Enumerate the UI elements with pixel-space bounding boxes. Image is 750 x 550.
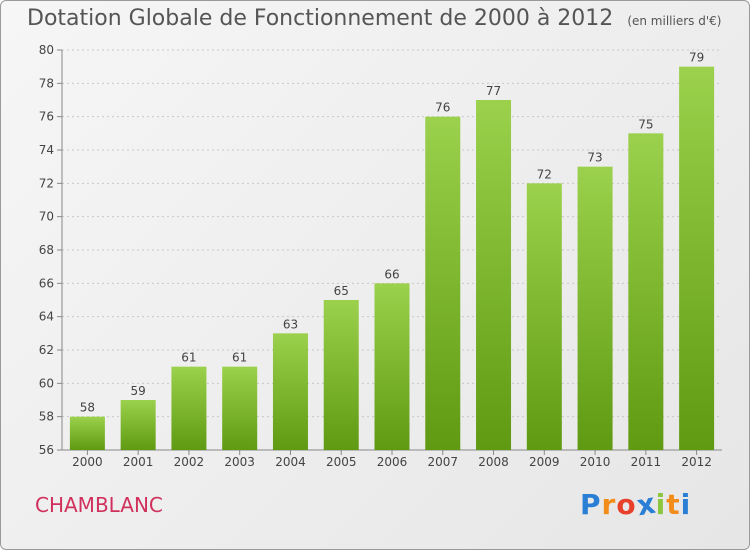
y-tick-label: 68 <box>39 243 54 257</box>
y-tick-label: 62 <box>39 343 54 357</box>
x-tick-label-2002: 2002 <box>174 455 205 469</box>
bar-2011 <box>628 133 664 451</box>
bar-2009 <box>526 183 562 451</box>
bar-2012 <box>679 66 715 451</box>
bar-2007 <box>425 116 461 451</box>
commune-name: CHAMBLANC <box>35 493 163 517</box>
chart-title: Dotation Globale de Fonctionnement de 20… <box>27 6 721 31</box>
axes: 56 58 60 62 64 66 68 70 72 74 76 78 80 2000 2001 2002 20… <box>39 43 722 469</box>
chart-subtitle: (en milliers d'€) <box>627 14 722 28</box>
value-label-2002: 61 <box>181 351 196 365</box>
y-tick-label: 78 <box>39 76 54 90</box>
logo-letter: t <box>666 488 681 521</box>
logo-letter: i <box>655 488 667 521</box>
x-tick-label-2005: 2005 <box>326 455 357 469</box>
proxiti-logo: Proxiti <box>580 487 692 523</box>
bar-2005 <box>323 300 359 450</box>
value-label-2003: 61 <box>232 351 247 365</box>
x-tick-label-2004: 2004 <box>275 455 306 469</box>
value-label-2000: 58 <box>80 401 95 415</box>
x-tick-label-2000: 2000 <box>72 455 103 469</box>
y-tick-label: 58 <box>39 410 54 424</box>
x-tick-label-2008: 2008 <box>478 455 509 469</box>
logo-letter: P <box>580 488 602 521</box>
y-tick-label: 64 <box>39 310 54 324</box>
logo-letter: r <box>601 488 617 521</box>
x-tick-label-2010: 2010 <box>580 455 611 469</box>
value-label-2005: 65 <box>334 284 349 298</box>
logo-letter: i <box>680 488 692 521</box>
x-tick-label-2006: 2006 <box>377 455 408 469</box>
value-label-2011: 75 <box>638 117 653 131</box>
bar-2000 <box>69 416 105 450</box>
y-tick-label: 72 <box>39 176 54 190</box>
value-label-2008: 77 <box>486 84 501 98</box>
y-tick-label: 74 <box>39 143 54 157</box>
bar-2002 <box>171 366 207 450</box>
y-tick-label: 80 <box>39 43 54 57</box>
y-tick-label: 76 <box>39 110 54 124</box>
logo-letter: o <box>616 488 637 521</box>
x-tick-label-2012: 2012 <box>681 455 712 469</box>
bar-2003 <box>222 366 258 450</box>
bar-2010 <box>577 166 613 450</box>
bars: 58 59 61 61 63 65 66 76 77 72 73 75 79 <box>69 51 715 451</box>
bar-2008 <box>476 100 512 450</box>
x-tick-label-2009: 2009 <box>529 455 560 469</box>
value-label-2006: 66 <box>384 267 399 281</box>
x-tick-label-2003: 2003 <box>224 455 255 469</box>
x-tick-label-2007: 2007 <box>427 455 458 469</box>
value-label-2007: 76 <box>435 101 450 115</box>
x-tick-label-2011: 2011 <box>631 455 662 469</box>
value-label-2012: 79 <box>689 51 704 65</box>
chart-title-text: Dotation Globale de Fonctionnement de 20… <box>27 6 614 31</box>
bar-2004 <box>272 333 308 450</box>
y-tick-label: 56 <box>39 443 54 457</box>
value-label-2004: 63 <box>283 317 298 331</box>
value-label-2001: 59 <box>131 384 146 398</box>
value-label-2009: 72 <box>537 167 552 181</box>
y-tick-label: 66 <box>39 276 54 290</box>
value-label-2010: 73 <box>587 151 602 165</box>
bar-2006 <box>374 283 410 450</box>
x-tick-label-2001: 2001 <box>123 455 154 469</box>
bar-2001 <box>120 400 156 450</box>
y-tick-label: 70 <box>39 210 54 224</box>
y-tick-label: 60 <box>39 376 54 390</box>
